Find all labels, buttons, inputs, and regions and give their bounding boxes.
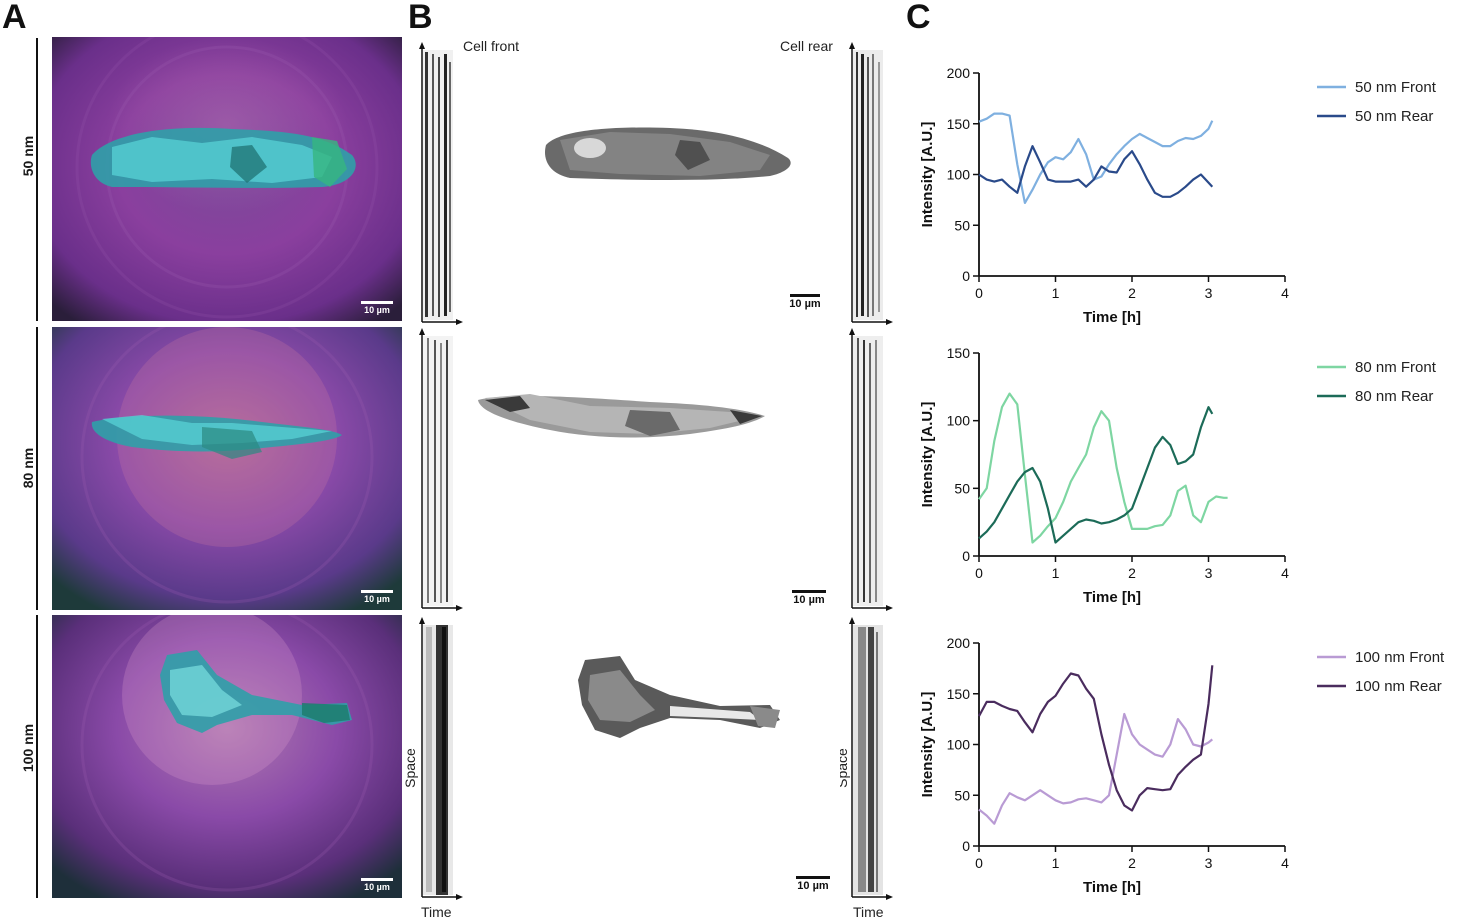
bw-50nm-scalebar-label: 10 µm [789,298,821,310]
chart-50nm: 0 50 100 150 200 0 1 2 3 4 Time [h] Intensity [A.U.… [919,65,1437,326]
micro-80nm-scalebar: 10 µm [360,590,394,604]
x-tick-label: 4 [1281,565,1289,581]
micro-100nm-scalebar-line [361,878,393,881]
series-line-80-nm-front [978,392,1228,544]
y-tick-label: 100 [947,737,971,753]
bw-50nm-scalebar: 10 µm [780,294,830,310]
x-axis-label: Time [h] [1083,309,1141,326]
y-axis-label: Intensity [A.U.] [919,402,936,508]
kymograph-front-80nm [418,328,464,613]
label-time-left: Time [421,904,452,920]
kymograph-rear-100nm [848,617,894,902]
chart-100nm: 0 50 100 150 200 0 1 2 3 4 Time [h] Intensity [A.U.… [919,635,1445,896]
y-tick-label: 0 [962,838,970,854]
x-tick-label: 0 [975,855,983,871]
panel-letter-c: C [906,0,931,36]
legend-label: 100 nm Rear [1355,678,1442,695]
panel-letter-b: B [408,0,433,36]
label-time-right: Time [853,904,884,920]
bw-50nm-scalebar-line [790,294,820,297]
x-tick-label: 0 [975,565,983,581]
bw-100nm-scalebar: 10 µm [788,876,838,892]
micro-50nm-scalebar-line [361,301,393,304]
series-line-80-nm-rear [978,405,1214,544]
series-line-100-nm-rear [978,665,1214,812]
chart-80nm: 0 50 100 150 0 1 2 3 4 Time [h] Intensity [A.U.] 80… [919,345,1437,606]
bw-80nm-scalebar-line [792,590,826,593]
y-axis-label: Intensity [A.U.] [919,122,936,228]
x-tick-label: 1 [1052,565,1060,581]
kymograph-rear-50nm [848,42,894,327]
micro-100nm-scalebar-label: 10 µm [364,882,390,892]
x-tick-label: 3 [1205,285,1213,301]
x-tick-label: 4 [1281,855,1289,871]
row-rule-50 [36,38,38,321]
x-tick-label: 2 [1128,565,1136,581]
x-tick-label: 1 [1052,285,1060,301]
micro-50nm-scalebar: 10 µm [360,301,394,315]
bw-100nm-scalebar-label: 10 µm [797,880,829,892]
y-tick-label: 200 [947,635,971,651]
legend-label: 50 nm Rear [1355,108,1433,125]
legend-label: 80 nm Rear [1355,388,1433,405]
series-line-50-nm-rear [978,144,1214,198]
micro-80nm-scalebar-line [361,590,393,593]
x-tick-label: 4 [1281,285,1289,301]
y-tick-label: 150 [947,116,971,132]
micrograph-50nm: 10 µm [52,37,402,321]
x-axis-label: Time [h] [1083,589,1141,606]
y-tick-label: 50 [954,787,970,803]
kymograph-rear-80nm [848,328,894,613]
y-axis-label: Intensity [A.U.] [919,692,936,798]
row-rule-80 [36,327,38,610]
panel-letter-a: A [2,0,27,36]
cell-image-100nm: 10 µm [470,620,840,898]
label-cell-rear: Cell rear [780,38,833,54]
series-line-50-nm-front [978,112,1214,204]
y-tick-label: 100 [947,413,971,429]
kymograph-front-100nm [418,617,464,902]
y-tick-label: 50 [954,217,970,233]
x-tick-label: 3 [1205,565,1213,581]
x-tick-label: 2 [1128,285,1136,301]
label-cell-front: Cell front [463,38,520,54]
bw-100nm-scalebar-line [796,876,830,879]
y-tick-label: 100 [947,167,971,183]
series-line-100-nm-front [978,712,1213,825]
row-rule-100 [36,615,38,898]
x-axis-label: Time [h] [1083,879,1141,896]
micrograph-80nm: 10 µm [52,327,402,610]
x-tick-label: 3 [1205,855,1213,871]
legend-label: 50 nm Front [1355,79,1437,96]
row-label-50nm: 50 nm [20,135,36,177]
x-tick-label: 1 [1052,855,1060,871]
x-tick-label: 2 [1128,855,1136,871]
micro-50nm-scalebar-label: 10 µm [364,305,390,315]
x-tick-label: 0 [975,285,983,301]
y-tick-label: 0 [962,268,970,284]
cell-image-50nm: 10 µm [470,60,840,322]
bw-80nm-scalebar: 10 µm [784,590,834,606]
row-label-80nm: 80 nm [20,447,36,489]
bw-80nm-scalebar-label: 10 µm [793,594,825,606]
cell-image-80nm: 10 µm [470,330,840,612]
micrograph-100nm: 10 µm [52,615,402,898]
micro-80nm-scalebar-label: 10 µm [364,594,390,604]
y-tick-label: 200 [947,65,971,81]
y-tick-label: 0 [962,548,970,564]
y-tick-label: 150 [947,686,971,702]
y-tick-label: 50 [954,480,970,496]
legend-label: 80 nm Front [1355,359,1437,376]
legend-label: 100 nm Front [1355,649,1445,666]
label-space-left: Space [401,748,418,788]
kymograph-front-50nm [418,42,464,327]
micro-100nm-scalebar: 10 µm [360,878,394,892]
row-label-100nm: 100 nm [20,723,36,773]
y-tick-label: 150 [947,345,971,361]
